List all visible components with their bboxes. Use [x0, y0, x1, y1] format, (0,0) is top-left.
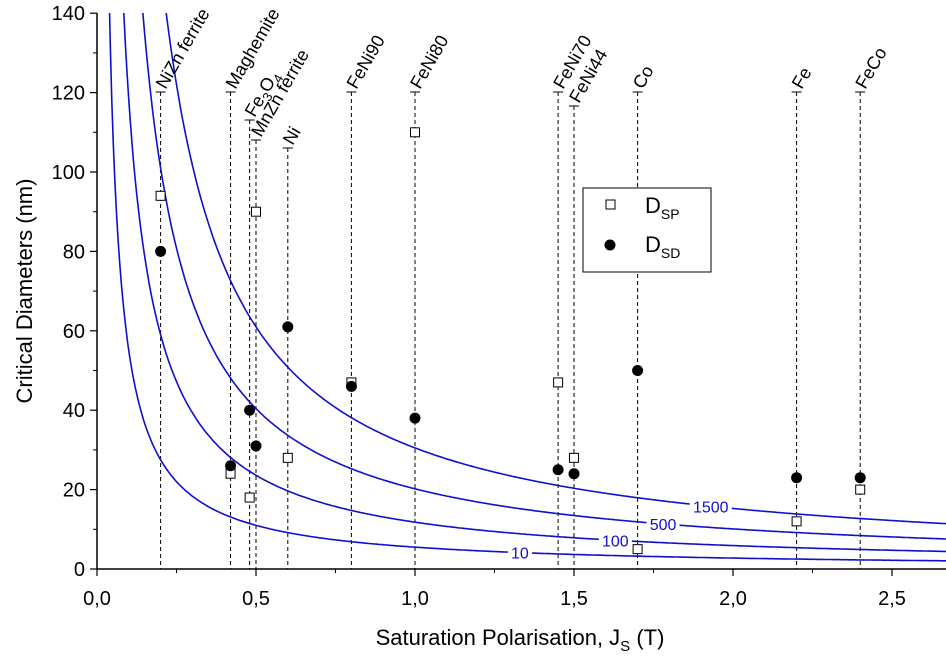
x-tick-label: 2,5 — [878, 588, 906, 610]
legend-box — [582, 187, 712, 273]
curve-label: 100 — [602, 533, 629, 550]
data-points — [155, 127, 866, 555]
legend: DSP DSD — [582, 187, 712, 273]
point-sp — [791, 516, 802, 527]
material-guide-lines — [155, 91, 866, 569]
legend-label-sd-main: D — [645, 232, 661, 257]
plot-axes — [96, 13, 946, 570]
curve-label-bg — [646, 514, 680, 533]
curve-line — [165, 13, 946, 525]
point-sd — [244, 404, 256, 416]
y-tick-label: 120 — [52, 83, 85, 105]
y-tick-label: 0 — [74, 559, 85, 581]
material-label: FeCo — [851, 44, 890, 92]
x-axis-title: Saturation Polarisation, JS (T) — [376, 625, 665, 655]
material-label: Co — [629, 62, 658, 92]
point-sd — [250, 440, 262, 452]
point-sd — [225, 460, 237, 472]
legend-label-sd: DSD — [645, 232, 680, 261]
material-label: FeNi90 — [343, 32, 389, 92]
point-sp — [410, 127, 420, 138]
curve-line — [142, 13, 946, 540]
y-tick-label: 100 — [52, 162, 85, 184]
x-tick-label: 0,0 — [83, 588, 111, 610]
legend-label-sd-sub: SD — [661, 245, 680, 261]
point-sd — [552, 464, 564, 476]
point-sp — [155, 190, 166, 201]
material-label: FeNi80 — [406, 32, 452, 92]
point-sd — [791, 472, 803, 484]
curve-label-bg — [507, 543, 532, 562]
curve-label: 500 — [650, 517, 677, 534]
y-tick-label: 40 — [63, 400, 85, 422]
point-sd — [568, 468, 580, 480]
x-tick-label: 0,5 — [242, 588, 270, 610]
point-sd — [345, 380, 357, 392]
x-axis-title-sub: S — [620, 638, 630, 655]
legend-label-sp: DSP — [645, 193, 680, 222]
point-sp — [244, 492, 255, 503]
curve-line — [122, 13, 946, 553]
point-sp — [632, 544, 643, 555]
point-sd — [854, 472, 866, 484]
curve-label-bg — [689, 497, 732, 516]
curve-label: 10 — [511, 546, 529, 563]
x-axis-title-unit: (T) — [636, 625, 664, 650]
material-label: Ni — [279, 123, 305, 148]
point-sd — [632, 365, 644, 376]
point-sd — [155, 245, 167, 257]
point-sp — [569, 452, 579, 463]
point-sp — [855, 484, 866, 495]
curve-label: 1500 — [693, 499, 729, 516]
point-sp — [553, 377, 564, 388]
point-sp — [251, 206, 261, 217]
point-sd — [282, 321, 294, 333]
curve-line — [108, 13, 946, 562]
legend-marker-sp — [605, 199, 616, 210]
material-label: NiZn ferrite — [152, 5, 214, 92]
energy-curves: 10 100 500 1500 — [108, 13, 946, 563]
point-sd — [409, 412, 421, 424]
y-tick-label: 80 — [63, 241, 85, 263]
y-axis-title: Critical Diameters (nm) — [12, 179, 37, 404]
x-tick-label: 1,5 — [560, 588, 588, 610]
y-tick-label: 20 — [63, 480, 85, 502]
x-tick-label: 2,0 — [719, 588, 747, 610]
x-axis-title-main: Saturation Polarisation, J — [376, 625, 621, 650]
legend-marker-sd — [604, 239, 616, 251]
curve-label-bg — [598, 531, 632, 550]
y-tick-label: 140 — [52, 3, 85, 25]
legend-label-sp-main: D — [645, 193, 661, 218]
axis-ticks: 0 20 40 60 80 100 120 140 0,0 0,5 1,0 1,5 2,0 2,5 — [52, 3, 906, 610]
point-sp — [282, 452, 293, 463]
y-tick-label: 60 — [63, 321, 85, 343]
material-label: Fe — [788, 64, 816, 92]
x-tick-label: 1,0 — [401, 588, 429, 610]
legend-label-sp-sub: SP — [661, 206, 680, 222]
